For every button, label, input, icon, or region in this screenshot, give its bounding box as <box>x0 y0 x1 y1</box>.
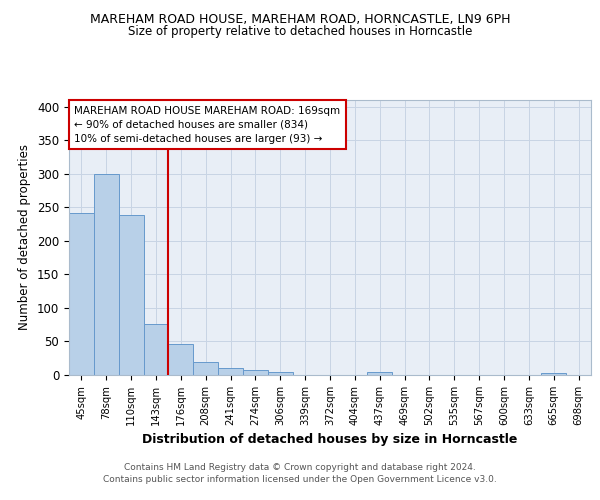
Text: Contains public sector information licensed under the Open Government Licence v3: Contains public sector information licen… <box>103 475 497 484</box>
Bar <box>367 372 392 375</box>
Bar <box>541 373 566 375</box>
Text: Size of property relative to detached houses in Horncastle: Size of property relative to detached ho… <box>128 25 472 38</box>
X-axis label: Distribution of detached houses by size in Horncastle: Distribution of detached houses by size … <box>142 434 518 446</box>
Bar <box>243 370 268 375</box>
Text: Contains HM Land Registry data © Crown copyright and database right 2024.: Contains HM Land Registry data © Crown c… <box>124 462 476 471</box>
Text: MAREHAM ROAD HOUSE MAREHAM ROAD: 169sqm
← 90% of detached houses are smaller (83: MAREHAM ROAD HOUSE MAREHAM ROAD: 169sqm … <box>74 106 340 144</box>
Bar <box>69 214 94 375</box>
Text: MAREHAM ROAD HOUSE, MAREHAM ROAD, HORNCASTLE, LN9 6PH: MAREHAM ROAD HOUSE, MAREHAM ROAD, HORNCA… <box>90 12 510 26</box>
Bar <box>169 344 193 375</box>
Bar <box>119 214 143 375</box>
Y-axis label: Number of detached properties: Number of detached properties <box>19 144 31 330</box>
Bar <box>268 372 293 375</box>
Bar <box>218 368 243 375</box>
Bar <box>143 324 169 375</box>
Bar <box>94 174 119 375</box>
Bar <box>193 362 218 375</box>
